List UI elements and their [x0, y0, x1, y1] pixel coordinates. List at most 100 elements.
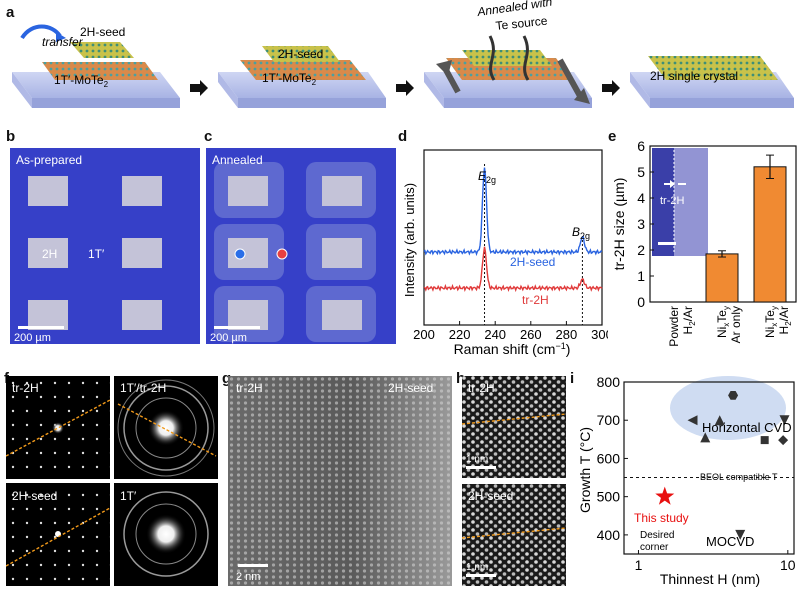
step3-substrate [424, 35, 592, 108]
raman-chart: 200 220 240 260 280 300 E2g B2g 2H-seed tr-2H… [402, 149, 608, 357]
zoom-stem-images: tr-2H 2H-seed 1 nm 1 nm [462, 376, 566, 586]
panel-a-schematic: transfer 2H-seed 1T′-MoTe2 2H-seed 1T′-M… [12, 0, 794, 108]
cat-2-line1: NixTey [763, 306, 779, 338]
panel-label-b: b [6, 128, 16, 145]
step2-seed-label: 2H-seed [278, 47, 323, 61]
raman-xtick-label: 300 [591, 327, 608, 342]
size-bar-chart: tr-2H 0 1 2 3 4 5 6 tr-2H size (µm) Powder H2/… [612, 138, 797, 347]
bar-y-ticks: 0 1 2 3 4 5 6 [637, 138, 654, 310]
panel-label-d: d [398, 128, 408, 145]
panel-label-i: i [570, 370, 575, 387]
growth-scatter: 400 500 600 700 800 1 10 Horizontal CVD BEOL c… [577, 374, 796, 587]
scatter-point-3 [728, 391, 739, 400]
scatter-ytick-label: 500 [597, 489, 621, 505]
this-study-label: This study [634, 511, 689, 525]
bar-2 [753, 166, 787, 303]
scatter-xlabel: Thinnest H (nm) [660, 571, 760, 587]
panel-c-micrograph: Annealed 200 µm [206, 148, 396, 344]
bar-ylabel: tr-2H size (µm) [612, 178, 627, 271]
legend-2h-seed: 2H-seed [510, 255, 555, 269]
cat-1-line2: Ar only [729, 306, 743, 343]
raman-xtick-label: 240 [484, 327, 506, 342]
panel-c-scale: 200 µm [210, 332, 247, 344]
raman-x-ticks: 200 220 240 260 280 300 [413, 321, 608, 342]
scatter-ytick-label: 600 [597, 450, 621, 466]
panel-b-title: As-prepared [16, 153, 82, 167]
raman-xtick-label: 280 [556, 327, 578, 342]
step2-substrate [218, 46, 386, 108]
bar-ytick-label: 0 [637, 294, 645, 310]
step4-substrate [630, 56, 794, 108]
diffraction-grid: tr-2H 1T′/tr-2H 2H-seed 1T′ [6, 376, 218, 586]
peak-e2g-label: E2g [478, 169, 496, 185]
panel-label-g: g [222, 370, 232, 387]
stem-left-label: tr-2H [236, 381, 263, 395]
cat-1-line1: NixTey [715, 306, 731, 338]
scatter-point-4 [760, 436, 769, 445]
scatter-ytick-label: 700 [597, 412, 621, 428]
scatter-point-2 [714, 415, 725, 426]
cvd-region [670, 376, 786, 440]
label-2h: 2H [42, 247, 57, 261]
bar-ytick-label: 1 [637, 268, 645, 284]
step1-seed-label: 2H-seed [80, 25, 125, 39]
arrow-3-icon [602, 80, 620, 96]
inset-label: tr-2H [660, 195, 685, 207]
bar-ytick-label: 3 [637, 216, 645, 232]
cat-0-line1: Powder [667, 306, 681, 347]
arrow-1-icon [190, 80, 208, 96]
series-2h-seed [423, 167, 603, 257]
label-1t: 1T′ [88, 247, 105, 261]
raman-xtick-label: 260 [520, 327, 542, 342]
mocvd-label: MOCVD [706, 534, 754, 549]
cat-2-line2: H2/Ar [777, 306, 793, 334]
panel-b-micrograph: As-prepared 2H 1T′ 200 µm [10, 148, 200, 344]
scatter-xtick-label: 1 [635, 557, 643, 573]
panel-c-title: Annealed [212, 153, 263, 167]
bar-1 [705, 253, 739, 303]
corner-label: corner [640, 542, 669, 553]
scatter-point-7 [735, 529, 746, 540]
h-bottom-scale: 1 nm [466, 562, 488, 573]
bar-ytick-label: 2 [637, 242, 645, 258]
scatter-frame [623, 381, 795, 555]
panel-label-c: c [204, 128, 213, 145]
scatter-point-6 [778, 435, 789, 446]
scatter-xtick-label: 10 [780, 557, 796, 573]
arrow-2-icon [396, 80, 414, 96]
scatter-ticks: 400 500 600 700 800 1 10 [597, 374, 796, 573]
raman-xlabel: Raman shift (cm−1) [454, 341, 571, 357]
scatter-point-1 [700, 432, 711, 443]
diff-tl-label: tr-2H [12, 381, 39, 395]
legend-tr-2h: tr-2H [522, 293, 549, 307]
panel-label-h: h [456, 370, 466, 387]
scatter-point-5 [779, 415, 790, 426]
bar-ytick-label: 5 [637, 164, 645, 180]
panel-label-a: a [6, 4, 15, 21]
bars [705, 154, 787, 303]
series-tr-2h [423, 246, 603, 293]
annealed-label-2: Te source [495, 14, 549, 33]
red-dot [276, 248, 288, 260]
step1-substrate [12, 24, 180, 108]
stem-image: tr-2H 2H-seed 2 nm [228, 376, 452, 586]
bar-ytick-label: 4 [637, 190, 645, 206]
step4-label: 2H single crystal [650, 69, 738, 83]
panel-b-scale: 200 µm [14, 332, 51, 344]
scatter-point-0 [687, 415, 698, 426]
peak-b2g-label: B2g [572, 225, 590, 241]
scatter-ytick-label: 400 [597, 527, 621, 543]
raman-xtick-label: 220 [449, 327, 471, 342]
desired-label: Desired [640, 530, 674, 541]
raman-frame [423, 149, 603, 326]
blue-dot [234, 248, 246, 260]
diff-br-label: 1T′ [120, 489, 137, 503]
scatter-point-8 [655, 486, 675, 505]
raman-ylabel: Intensity (arb. units) [402, 183, 417, 297]
diff-tr-label: 1T′/tr-2H [120, 381, 166, 395]
step1-sub-label: 1T′-MoTe2 [54, 73, 109, 89]
scatter-ylabel: Growth T (°C) [577, 427, 593, 513]
stem-right-label: 2H-seed [388, 381, 433, 395]
bar-ytick-label: 6 [637, 138, 645, 154]
h-bottom-label: 2H-seed [468, 489, 513, 503]
